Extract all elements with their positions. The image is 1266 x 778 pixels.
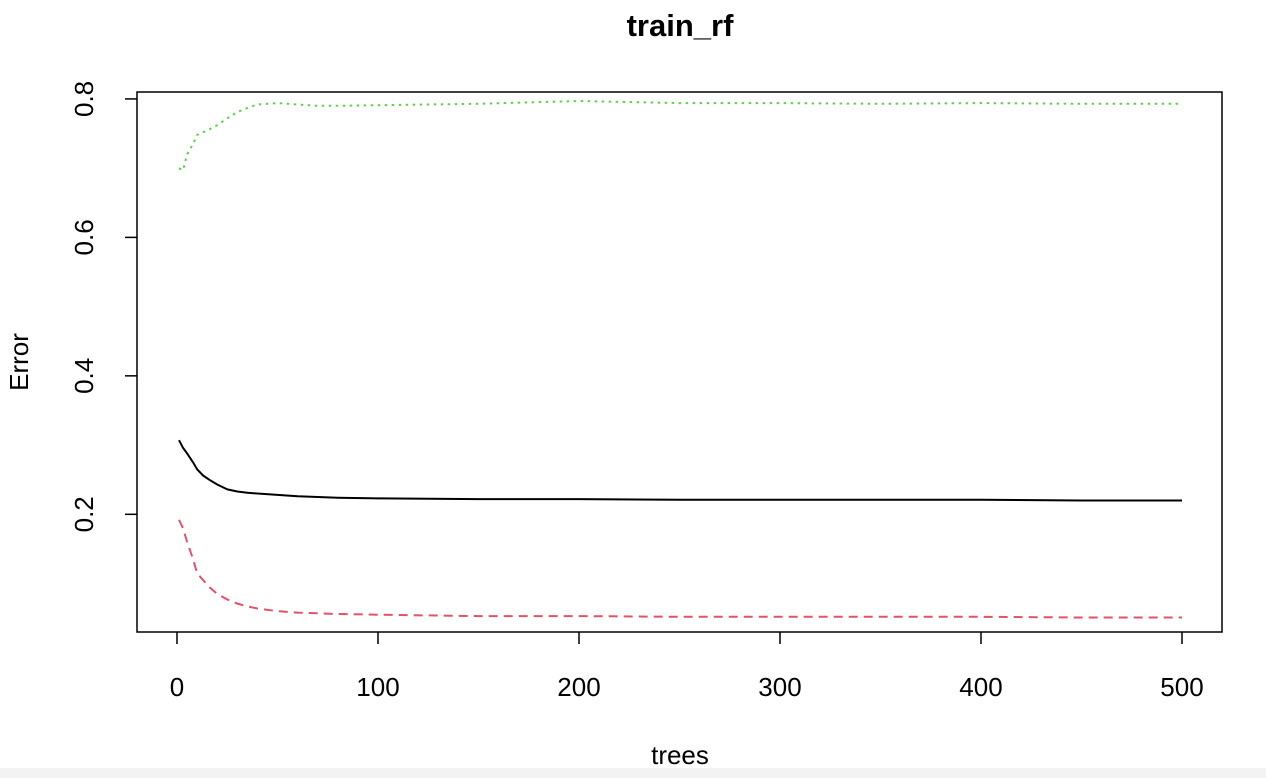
x-tick-label-2: 200 [557,672,600,702]
series-line-2 [178,100,1182,172]
series-line-0 [178,439,1182,502]
y-tick-label-1: 0.4 [69,358,99,394]
bottom-band [0,768,1266,778]
x-tick-label-4: 400 [959,672,1002,702]
chart-title: train_rf [627,8,734,43]
y-tick-label-2: 0.6 [69,219,99,255]
y-tick-label-0: 0.2 [69,496,99,532]
x-tick-label-5: 500 [1160,672,1203,702]
x-axis-title: trees [651,740,709,770]
series-line-1 [178,519,1182,619]
x-tick-label-3: 300 [758,672,801,702]
y-axis: 0.2 0.4 0.6 0.8 [69,81,137,532]
x-axis: 0 100 200 300 400 500 [170,632,1204,702]
series-layer [178,100,1182,619]
y-tick-label-3: 0.8 [69,81,99,117]
x-tick-label-1: 100 [356,672,399,702]
y-axis-title: Error [4,333,34,391]
x-tick-label-0: 0 [170,672,184,702]
plot-frame [136,91,1223,633]
